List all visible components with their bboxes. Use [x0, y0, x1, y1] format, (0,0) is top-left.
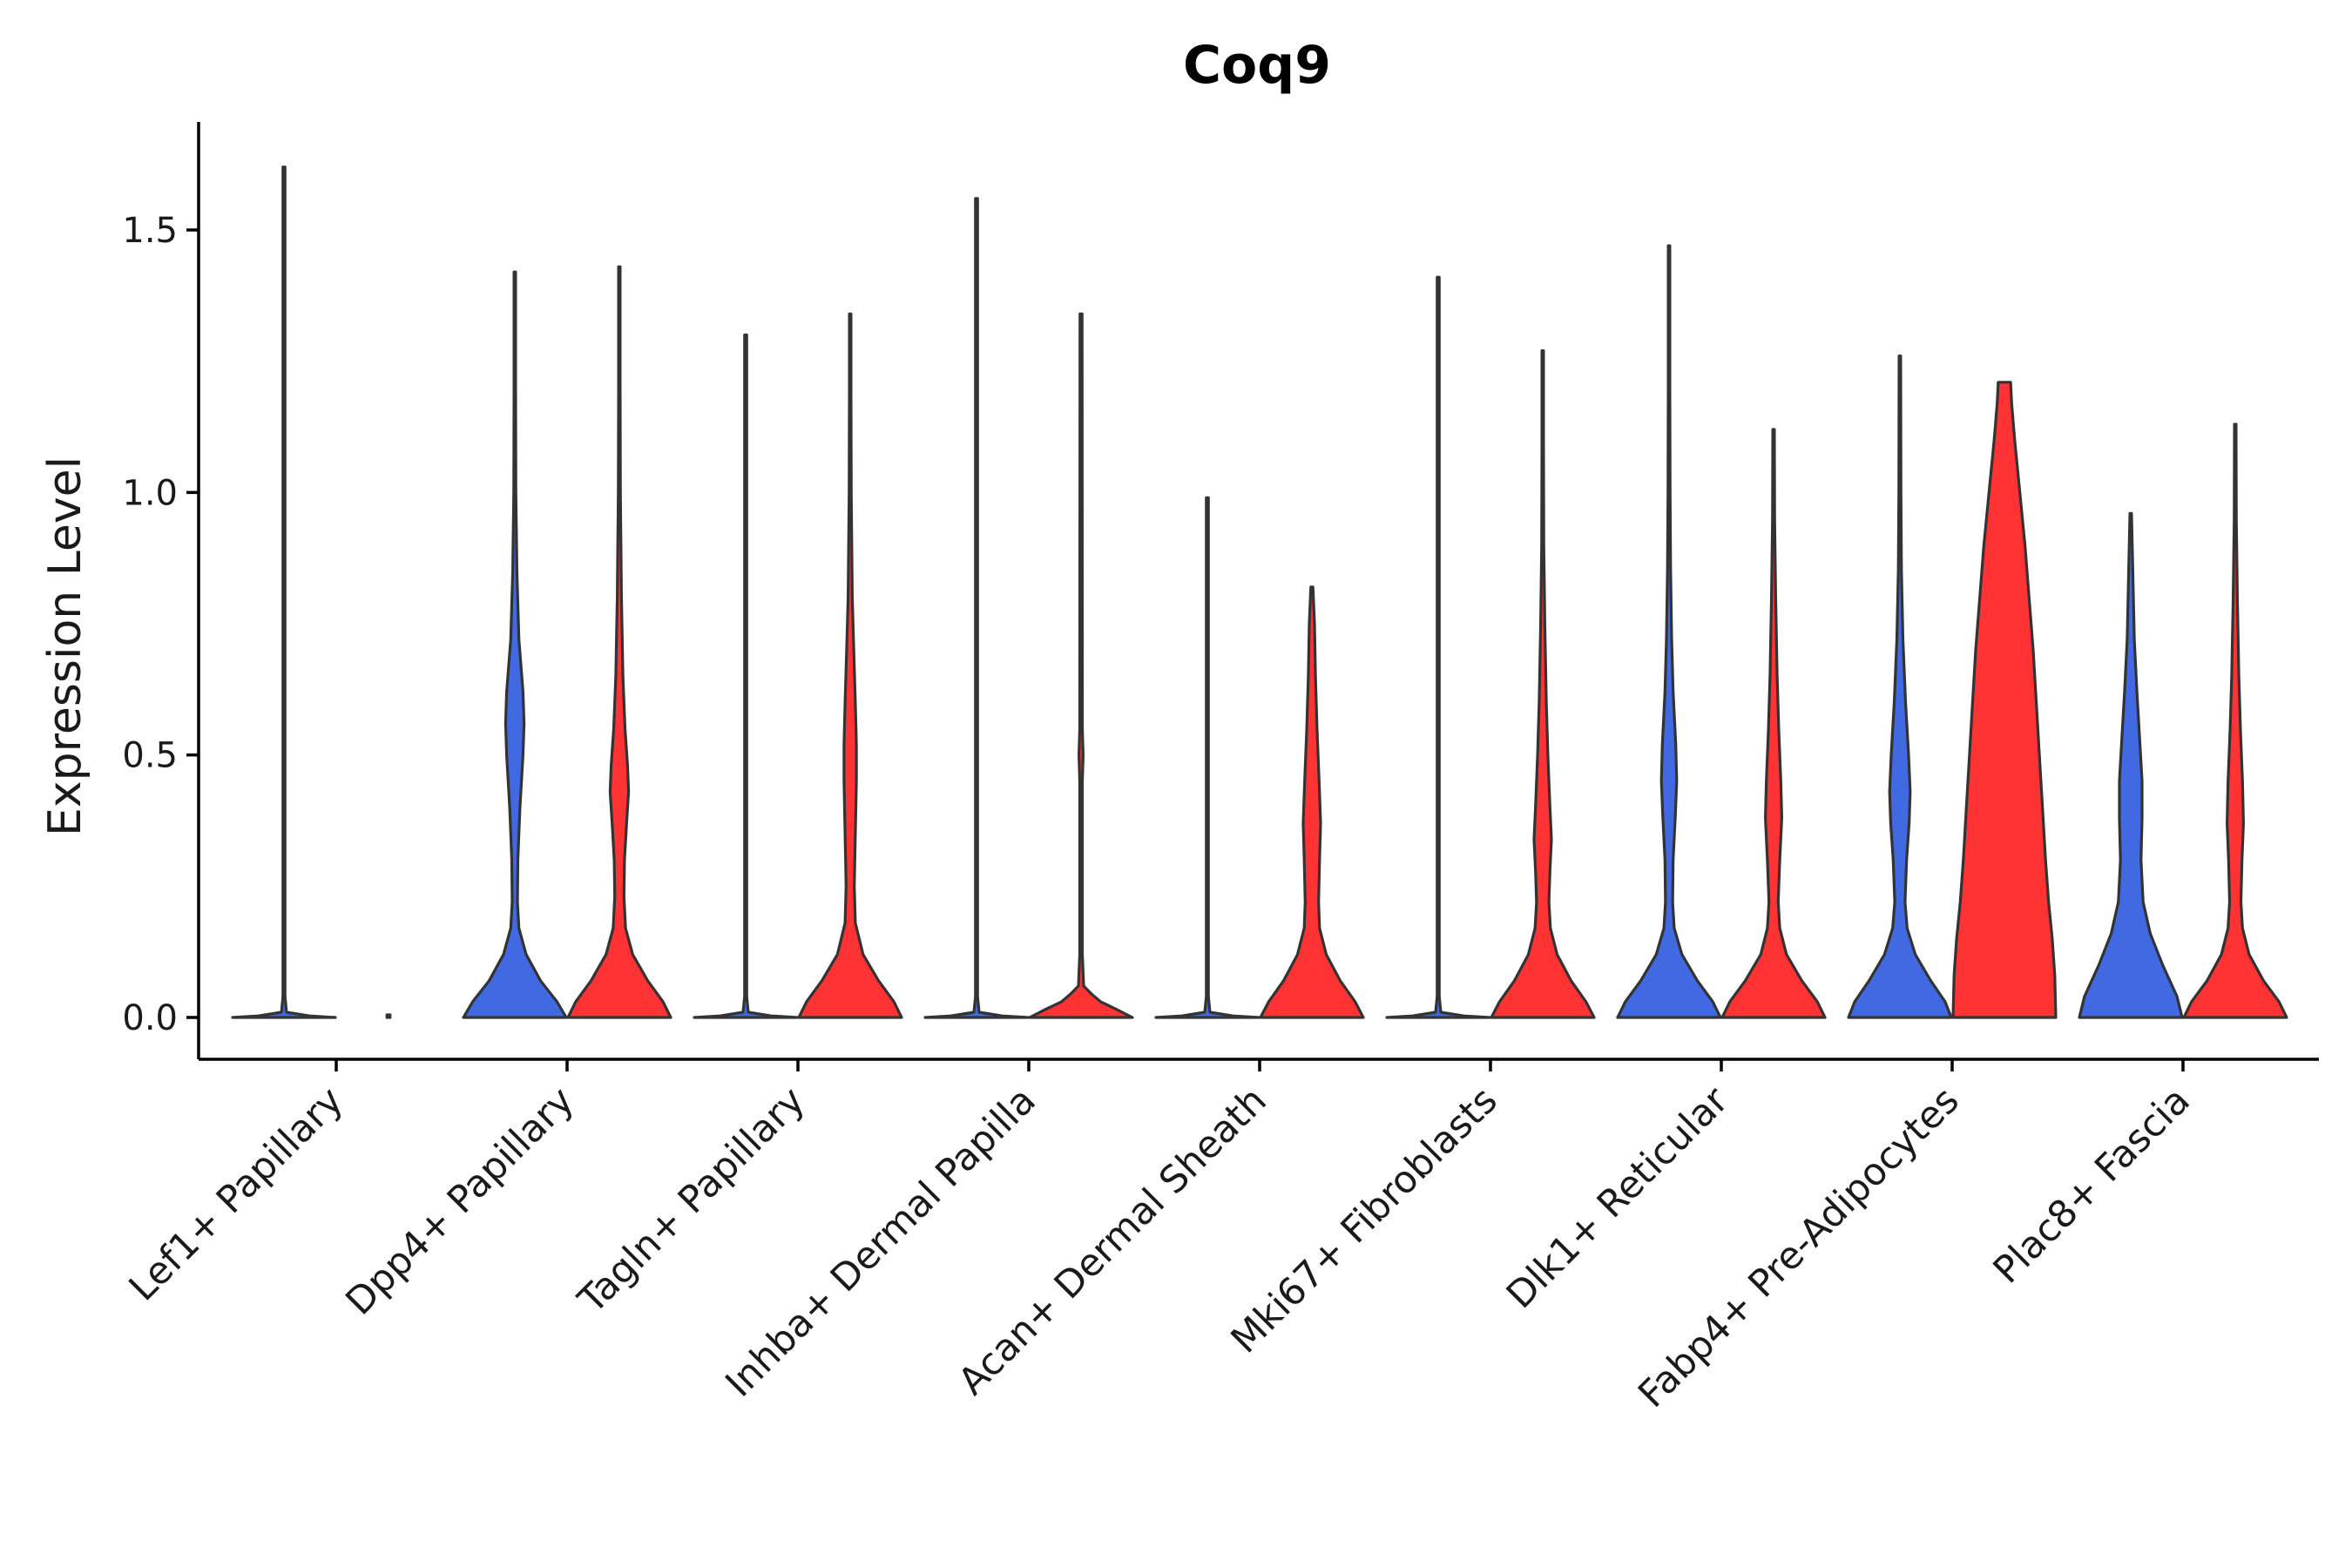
violin-lef1-papillary-red: [385, 1013, 392, 1019]
violin-fabp4-pre-adipocytes-red: [1951, 381, 2058, 1019]
x-tick-label-dpp4-papillary: Dpp4+ Papillary: [338, 1078, 583, 1323]
violin-dlk1-reticular-blue: [1616, 244, 1722, 1019]
y-tick-label: 0.5: [122, 736, 178, 776]
violin-fabp4-pre-adipocytes-blue: [1847, 355, 1953, 1019]
violin-plac8-fascia-blue: [2078, 511, 2184, 1019]
violin-inhba-dermal-papilla-red: [1028, 312, 1134, 1019]
violin-dpp4-papillary-red: [566, 265, 672, 1019]
y-tick-label: 1.5: [122, 211, 178, 251]
x-tick-label-dlk1-reticular: Dlk1+ Reticular: [1498, 1078, 1737, 1317]
plot-area: [231, 166, 2288, 1019]
violin-plac8-fascia-red: [2182, 422, 2288, 1019]
violin-inhba-dermal-papilla-blue: [923, 197, 1030, 1019]
x-tick-label-plac8-fascia: Plac8+ Fascia: [1985, 1078, 2199, 1292]
x-tick-label-lef1-papillary: Lef1+ Papillary: [121, 1078, 352, 1309]
violin-mki67-fibroblasts-blue: [1385, 275, 1491, 1019]
violin-dpp4-papillary-blue: [462, 270, 568, 1019]
violin-acan-dermal-sheath-blue: [1154, 496, 1260, 1019]
violin-mki67-fibroblasts-red: [1490, 349, 1596, 1019]
y-axis: 0.0 0.5 1.0 1.5: [122, 122, 200, 1059]
violin-dlk1-reticular-red: [1720, 428, 1827, 1019]
violin-lef1-papillary-blue: [231, 166, 337, 1019]
y-tick-label: 1.0: [122, 473, 178, 513]
x-tick-label-tagln-papillary: Tagln+ Papillary: [570, 1078, 814, 1322]
x-tick-label-mki67-fibroblasts: Mki67+ Fibroblasts: [1223, 1078, 1506, 1362]
chart-title: Coq9: [1183, 35, 1331, 96]
violin-tagln-papillary-blue: [693, 333, 799, 1019]
violin-acan-dermal-sheath-red: [1259, 585, 1365, 1019]
violin-tagln-papillary-red: [797, 312, 903, 1019]
y-tick-label: 0.0: [122, 998, 178, 1038]
y-axis-title: Expression Level: [39, 456, 91, 836]
